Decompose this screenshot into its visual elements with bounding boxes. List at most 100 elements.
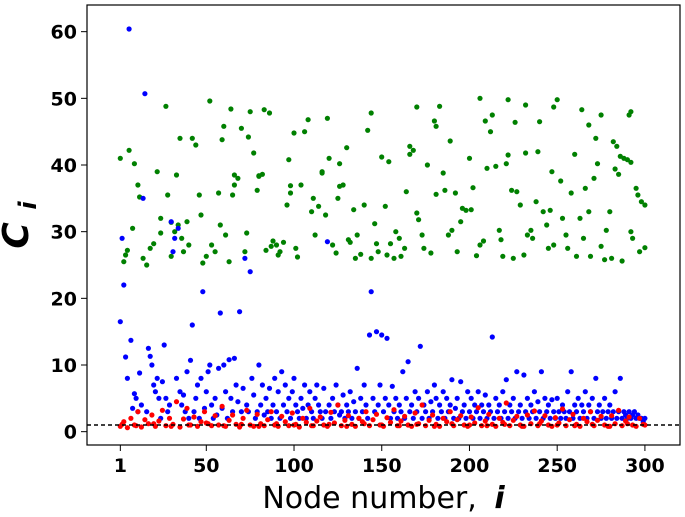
data-point (482, 118, 488, 124)
data-point (372, 221, 378, 227)
data-point (380, 409, 387, 415)
data-point (373, 329, 380, 335)
data-point (228, 395, 234, 401)
data-point (475, 389, 481, 395)
data-point (428, 399, 434, 405)
data-point (156, 395, 162, 401)
data-point (135, 182, 141, 188)
data-point (509, 409, 515, 415)
data-point (449, 377, 455, 383)
data-point (521, 372, 527, 378)
data-point (180, 392, 187, 398)
data-point (242, 255, 248, 261)
data-point (598, 112, 604, 118)
data-point (154, 375, 160, 381)
x-tick-label: 150 (362, 455, 402, 477)
data-point (642, 202, 648, 208)
data-point (552, 415, 559, 421)
data-point (414, 104, 420, 110)
data-point (612, 389, 618, 395)
data-point (166, 402, 173, 408)
data-point (175, 225, 181, 231)
data-point (598, 413, 604, 419)
data-point (472, 402, 478, 408)
data-point (305, 117, 311, 123)
data-point (384, 252, 390, 258)
data-point (184, 369, 190, 375)
data-point (317, 409, 323, 415)
data-point (524, 395, 531, 401)
data-point (326, 402, 332, 408)
data-point (347, 239, 353, 245)
data-point (394, 415, 401, 421)
data-point (556, 409, 562, 415)
data-point (523, 150, 529, 156)
data-point (503, 161, 509, 167)
y-axis-label-subscript: i (14, 201, 42, 210)
data-point (407, 151, 413, 157)
data-point (586, 209, 592, 215)
data-point (352, 409, 358, 415)
x-tick-label: 300 (625, 455, 665, 477)
data-point (635, 192, 641, 198)
data-point (438, 409, 444, 415)
data-point (358, 395, 364, 401)
data-point (140, 195, 146, 201)
data-point (503, 400, 509, 406)
data-point (463, 207, 469, 213)
data-point (123, 354, 129, 360)
data-point (330, 395, 336, 401)
y-tick-label: 40 (51, 155, 77, 177)
data-point (477, 242, 483, 248)
data-point (216, 422, 222, 428)
data-point (480, 409, 487, 415)
data-point (535, 399, 541, 405)
data-point (607, 402, 613, 408)
data-point (180, 416, 187, 422)
data-point (273, 242, 280, 248)
data-point (403, 395, 409, 401)
data-point (430, 412, 436, 418)
data-point (370, 417, 376, 423)
data-point (256, 173, 262, 179)
data-point (565, 245, 571, 251)
data-point (637, 249, 643, 255)
data-point (338, 409, 344, 415)
data-point (565, 389, 571, 395)
data-point (584, 419, 590, 425)
y-tick-label: 30 (51, 222, 77, 244)
data-point (519, 415, 525, 421)
data-point (279, 369, 285, 375)
data-point (326, 155, 332, 161)
data-point (310, 195, 316, 201)
data-point (517, 202, 523, 208)
data-point (419, 402, 425, 408)
data-point (342, 417, 348, 423)
data-point (568, 190, 574, 196)
data-point (126, 26, 132, 32)
data-point (466, 155, 473, 161)
data-point (431, 118, 437, 124)
data-point (510, 255, 516, 261)
data-point (433, 395, 439, 401)
data-point (398, 418, 404, 424)
data-point (373, 241, 380, 247)
data-point (382, 395, 388, 401)
data-point (298, 395, 304, 401)
data-point (466, 409, 473, 415)
data-point (559, 215, 566, 221)
data-point (598, 243, 604, 249)
x-axis-label-text: Node number, (262, 481, 476, 516)
data-point (454, 395, 460, 401)
x-axis-ticks: 1 50 100 150 200 250 300 (114, 445, 665, 477)
data-point (458, 219, 464, 225)
data-point (480, 238, 487, 244)
data-point (245, 134, 251, 140)
data-point (558, 178, 564, 184)
data-point (186, 242, 192, 248)
data-point (263, 395, 269, 401)
data-point (619, 415, 625, 421)
data-point (447, 138, 453, 144)
data-point (602, 395, 608, 401)
data-point (558, 415, 564, 421)
